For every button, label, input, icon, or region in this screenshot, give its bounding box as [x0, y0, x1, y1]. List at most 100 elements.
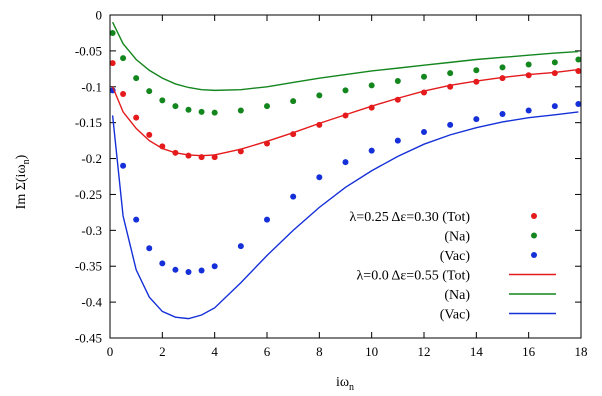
- data-point: [499, 111, 506, 118]
- x-tick-label: 0: [107, 344, 114, 359]
- plot-frame: [109, 14, 582, 339]
- legend-entry: (Na): [444, 288, 556, 303]
- y-tick-label: -0.3: [81, 223, 102, 238]
- data-point: [133, 75, 140, 82]
- x-tick-label: 18: [575, 344, 588, 359]
- data-point: [172, 266, 179, 273]
- data-point: [211, 263, 218, 270]
- legend-label: (Na): [444, 230, 470, 245]
- data-point: [185, 106, 192, 113]
- x-tick-label: 4: [211, 344, 218, 359]
- data-point: [394, 137, 401, 144]
- x-tick-label: 10: [365, 344, 378, 359]
- y-tick-label: -0.35: [75, 259, 102, 274]
- data-point: [447, 70, 454, 77]
- data-point: [368, 147, 375, 154]
- x-axis-label: iωn: [336, 375, 354, 393]
- legend-entry: λ=0.0 Δε=0.55 (Tot): [357, 269, 556, 284]
- data-point: [575, 101, 582, 108]
- y-tick-label: 0: [96, 8, 103, 23]
- data-point: [290, 98, 297, 105]
- data-point: [198, 108, 205, 115]
- series-line-4: [111, 21, 579, 92]
- data-point: [159, 260, 166, 267]
- data-point: [342, 159, 349, 166]
- plot-area: [109, 14, 582, 339]
- x-tick-label: 14: [470, 344, 484, 359]
- x-tick-label: 8: [316, 344, 323, 359]
- series-line: [111, 21, 579, 92]
- legend-entry: (Vac): [440, 249, 537, 264]
- legend-marker: [531, 232, 537, 239]
- y-tick-label: -0.15: [75, 115, 102, 130]
- legend-label: (Vac): [440, 249, 471, 264]
- legend-marker: [531, 252, 537, 258]
- y-tick-label: -0.45: [75, 331, 102, 346]
- data-point: [133, 216, 140, 223]
- data-point: [525, 61, 532, 68]
- x-tick-label: 2: [159, 344, 166, 359]
- x-tick-label: 16: [522, 344, 536, 359]
- series-line-3: [111, 68, 579, 157]
- y-tick-label: -0.2: [81, 151, 102, 166]
- data-point: [185, 268, 192, 275]
- series-line: [111, 68, 579, 157]
- data-point: [120, 55, 127, 62]
- series-line: [111, 111, 579, 320]
- data-point: [264, 103, 270, 110]
- axis-ticks: [109, 14, 582, 339]
- data-point: [575, 56, 582, 63]
- legend-entry: (Na): [444, 230, 537, 245]
- y-tick-labels: 0 -0.05 -0.1 -0.15 -0.2 -0.25 -0.3 -0.35 -0.4 -0.…: [75, 8, 103, 346]
- data-point: [198, 267, 205, 274]
- data-point: [525, 107, 532, 114]
- y-axis-label: Im Σ(iωn): [14, 154, 32, 209]
- data-point: [120, 162, 127, 169]
- y-tick-label: -0.1: [81, 79, 102, 94]
- series-layer: [109, 21, 582, 320]
- legend-label: λ=0.25 Δε=0.30 (Tot): [350, 210, 471, 225]
- y-tick-label: -0.25: [75, 187, 102, 202]
- series-points-1: [109, 29, 582, 116]
- data-point: [146, 245, 153, 252]
- data-point: [133, 114, 140, 121]
- data-point: [368, 82, 375, 89]
- data-point: [499, 64, 506, 71]
- series-points-2: [109, 87, 582, 275]
- legend-entry: (Vac): [440, 308, 556, 323]
- y-tick-label: -0.4: [81, 295, 102, 310]
- data-point: [109, 60, 116, 67]
- data-point: [575, 67, 582, 74]
- data-point: [237, 107, 244, 114]
- data-point: [237, 243, 244, 250]
- y-tick-label: -0.05: [75, 43, 102, 58]
- data-point: [551, 103, 558, 110]
- series-line-5: [111, 111, 579, 320]
- data-point: [316, 174, 323, 181]
- legend-entry: λ=0.25 Δε=0.30 (Tot): [350, 210, 537, 225]
- data-point: [394, 78, 401, 85]
- data-point: [211, 109, 218, 116]
- legend: λ=0.25 Δε=0.30 (Tot) (Na) (Vac) λ=0.0 Δε=0.…: [350, 210, 556, 323]
- data-point: [421, 73, 427, 80]
- legend-marker: [531, 213, 537, 219]
- data-point: [316, 92, 323, 99]
- data-point: [172, 103, 179, 110]
- data-point: [421, 128, 427, 135]
- x-tick-labels: 0 2 4 6 8 10 12 14 16 18: [107, 344, 588, 359]
- data-point: [473, 116, 480, 123]
- data-point: [146, 88, 153, 95]
- legend-label: (Na): [444, 288, 470, 303]
- data-point: [120, 90, 127, 97]
- data-point: [473, 67, 480, 74]
- legend-label: (Vac): [440, 308, 471, 323]
- data-point: [264, 216, 270, 223]
- data-point: [447, 121, 454, 128]
- x-tick-label: 6: [264, 344, 271, 359]
- data-point: [551, 59, 558, 66]
- data-point: [109, 29, 116, 36]
- data-point: [146, 131, 153, 138]
- legend-label: λ=0.0 Δε=0.55 (Tot): [357, 269, 471, 284]
- data-point: [159, 97, 166, 104]
